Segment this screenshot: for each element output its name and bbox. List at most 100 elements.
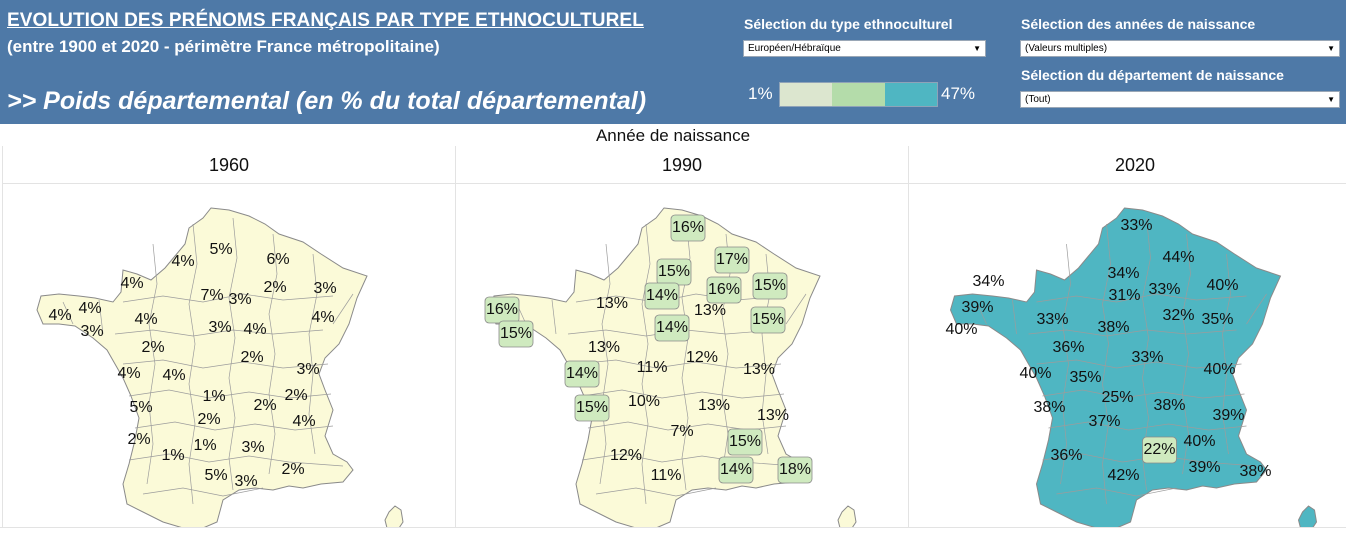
department-value-label: 11% xyxy=(637,359,668,376)
department-value-label: 13% xyxy=(743,361,775,378)
department-value-label: 42% xyxy=(1107,467,1139,484)
department-value-label: 5% xyxy=(129,399,152,416)
department-value-label: 4% xyxy=(292,413,315,430)
department-value-label: 38% xyxy=(1097,319,1129,336)
department-value-label: 4% xyxy=(243,321,266,338)
department-border xyxy=(308,253,318,455)
department-value-label: 11% xyxy=(651,467,682,484)
department-value-label: 17% xyxy=(716,251,748,268)
department-value-label: 36% xyxy=(1052,339,1084,356)
department-value-label: 3% xyxy=(313,280,336,297)
department-border xyxy=(1222,253,1231,455)
department-value-label: 39% xyxy=(1188,459,1220,476)
department-value-label: 14% xyxy=(646,287,678,304)
department-region xyxy=(752,272,788,300)
department-border xyxy=(62,301,74,325)
department-value-label: 3% xyxy=(228,291,251,308)
type-filter-value: Européen/Hébraïque xyxy=(748,43,841,54)
department-value-label: 35% xyxy=(1069,369,1101,386)
department-value-label: 4% xyxy=(171,253,194,270)
years-filter-dropdown[interactable]: (Valeurs multiples) ▼ xyxy=(1020,40,1340,57)
column-header-1960: 1960 xyxy=(3,146,455,184)
column-header-2020: 2020 xyxy=(909,146,1346,184)
department-value-label: 3% xyxy=(296,361,319,378)
department-border xyxy=(1042,389,1245,399)
map-panel-1960[interactable]: 5% 4% 6% 4% 7% 3% 2% 3% 4% 4% 4% 3% 3% 4% 4% 2% 4% 4% 2% 1%… xyxy=(3,184,455,528)
department-border xyxy=(114,329,324,337)
metric-title: >> Poids départemental (en % du total dé… xyxy=(7,87,647,115)
legend-color-mid xyxy=(832,83,885,106)
department-value-label: 22% xyxy=(1143,441,1175,458)
department-value-label: 1% xyxy=(161,447,184,464)
department-value-label: 16% xyxy=(672,219,704,236)
department-value-label: 6% xyxy=(266,251,289,268)
legend-color-high xyxy=(884,83,937,106)
department-border xyxy=(228,217,238,491)
triangle-down-icon: ▼ xyxy=(1327,44,1335,53)
department-value-label: 13% xyxy=(588,339,620,356)
department-border xyxy=(1060,243,1071,485)
department-value-label: 32% xyxy=(1162,307,1194,324)
department-value-label: 35% xyxy=(1201,311,1233,328)
type-filter-dropdown[interactable]: Européen/Hébraïque ▼ xyxy=(743,40,986,57)
panel-divider xyxy=(908,146,909,528)
department-value-label: 18% xyxy=(779,461,811,478)
department-value-label: 12% xyxy=(610,447,642,464)
department-value-label: 15% xyxy=(729,433,761,450)
department-value-label: 10% xyxy=(628,393,660,410)
department-value-label: 2% xyxy=(141,339,164,356)
map-panel-1990[interactable]: 16% 15% 17% 15% 14% 13% 16% 15% 16% 13% 15% 14% 13% 1… xyxy=(456,184,908,528)
department-value-label: 33% xyxy=(1036,311,1068,328)
department-border xyxy=(268,233,278,475)
department-border xyxy=(1102,223,1111,505)
dept-filter-dropdown[interactable]: (Tout) ▼ xyxy=(1020,91,1340,108)
bottom-border xyxy=(0,527,1346,528)
department-value-label: 15% xyxy=(752,311,784,328)
department-value-label: 2% xyxy=(197,411,220,428)
department-region xyxy=(654,314,690,342)
department-value-label: 34% xyxy=(1107,265,1139,282)
type-filter-label: Sélection du type ethnoculturel xyxy=(744,16,953,32)
department-value-label: 44% xyxy=(1162,249,1194,266)
department-value-label: 2% xyxy=(240,349,263,366)
department-region xyxy=(727,428,763,456)
france-map-2020[interactable]: 33%44%34% 34%40%39%31% 33%33%40%32% 35%38%3… xyxy=(909,184,1346,528)
department-value-label: 40% xyxy=(1206,277,1238,294)
department-value-label: 2% xyxy=(263,279,286,296)
france-map-1960[interactable]: 5%4% 6%4%7% 3%2% 3%4%4% 4%3% 3% 4%4%2%4% 4%2%1%… xyxy=(3,184,455,528)
department-value-label: 15% xyxy=(754,277,786,294)
department-border xyxy=(332,293,354,325)
department-value-label: 39% xyxy=(961,299,993,316)
department-border xyxy=(188,223,198,505)
department-border xyxy=(98,299,104,335)
department-value-label: 2% xyxy=(284,387,307,404)
department-value-label: 4% xyxy=(134,311,157,328)
department-border xyxy=(122,359,329,369)
department-value-label: 2% xyxy=(281,461,304,478)
map-panel-2020[interactable]: 33% 44% 34% 34% 40% 39% 31% 33% 33% 40% 32% 35% 38% 3… xyxy=(909,184,1346,528)
department-border xyxy=(641,223,651,505)
department-border xyxy=(785,293,807,325)
department-value-label: 1% xyxy=(202,388,225,405)
color-legend-bar xyxy=(779,82,938,107)
department-border xyxy=(1182,233,1191,475)
corsica-outline xyxy=(1297,505,1318,528)
department-border xyxy=(1036,359,1242,369)
legend-max-label: 47% xyxy=(941,84,976,103)
department-value-label: 3% xyxy=(80,323,103,340)
department-value-label: 38% xyxy=(1153,397,1185,414)
department-value-label: 40% xyxy=(1203,361,1235,378)
department-border xyxy=(599,243,611,485)
department-value-label: 7% xyxy=(200,287,223,304)
department-value-label: 38% xyxy=(1239,463,1271,480)
france-map-1990[interactable]: 16% 15% 17% 15% 14% 13% 16% 15% 16% 13% 15% 14% 13% 1… xyxy=(456,184,908,528)
dept-filter-value: (Tout) xyxy=(1025,94,1051,105)
department-value-label: 13% xyxy=(698,397,730,414)
dept-filter-label: Sélection du département de naissance xyxy=(1021,67,1284,83)
department-value-label: 40% xyxy=(945,321,977,338)
dashboard-header: EVOLUTION DES PRÉNOMS FRANÇAIS PAR TYPE … xyxy=(0,0,1346,124)
department-value-label: 15% xyxy=(576,399,608,416)
department-value-label: 34% xyxy=(972,273,1004,290)
years-filter-value: (Valeurs multiples) xyxy=(1025,43,1108,54)
department-value-label: 3% xyxy=(208,319,231,336)
